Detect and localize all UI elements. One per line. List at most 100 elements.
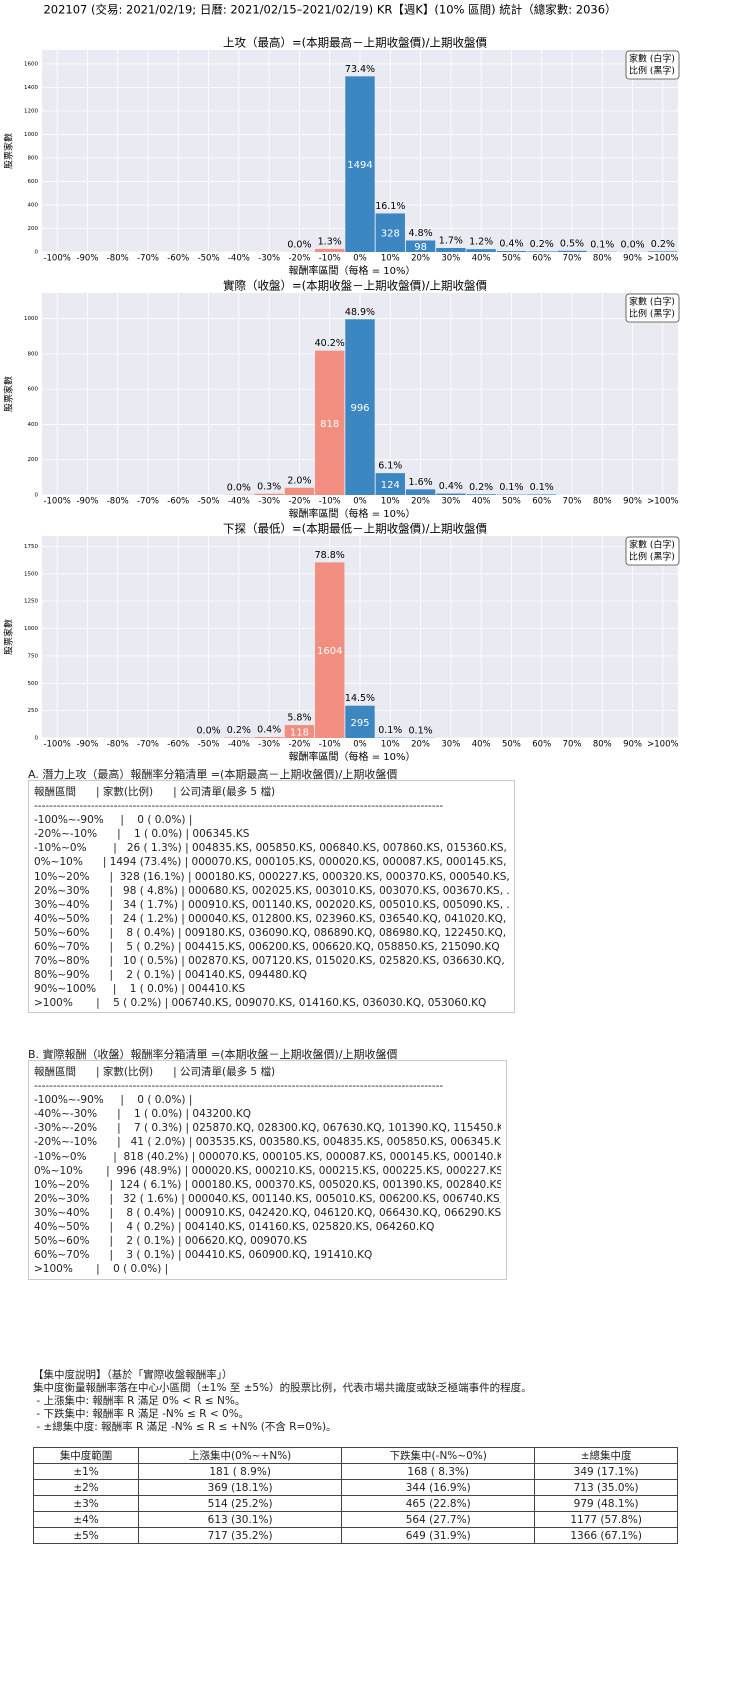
percent-label: 0.1% <box>590 239 614 250</box>
table-cell: 1366 (67.1%) <box>534 1527 678 1544</box>
x-tick-label: -90% <box>76 497 98 507</box>
count-label: 118 <box>290 728 309 739</box>
count-label: 124 <box>381 480 400 491</box>
x-tick-label: 70% <box>563 497 582 507</box>
percent-label: 1.3% <box>318 236 342 247</box>
x-axis-label: 報酬率區間（每格 = 10%） <box>289 507 416 520</box>
percent-label: 73.4% <box>345 64 375 75</box>
x-tick-label: -40% <box>228 497 250 507</box>
table-header-row: 集中度範圍 上漲集中(0%~+N%) 下跌集中(-N%~0%) ±總集中度 <box>32 1447 678 1464</box>
percent-label: 0.2% <box>530 239 554 250</box>
table-cell: 168 ( 8.3%) <box>341 1463 536 1480</box>
x-tick-label: -10% <box>319 254 341 264</box>
table-cell: 181 ( 8.9%) <box>138 1463 343 1480</box>
bar <box>254 737 284 738</box>
legend-box <box>625 293 680 323</box>
x-tick-label: 60% <box>532 740 551 750</box>
x-tick-label: 80% <box>593 497 612 507</box>
y-tick-label: 0 <box>35 736 39 742</box>
chart-title: 實際（收盤）=(本期收盤－上期收盤價)/上期收盤價 <box>223 279 487 293</box>
list-line: 50%~60% | 2 ( 0.1%) | 006620.KQ, 009070.… <box>34 1235 308 1248</box>
x-tick-label: 90% <box>623 497 642 507</box>
charts: 202107 (交易: 2021/02/19; 日曆: 2021/02/15–2… <box>3 3 680 763</box>
note-line: 集中度衡量報酬率落在中心小區間（±1% 至 ±5%）的股票比例，代表市場共識度或… <box>33 1382 532 1394</box>
note-line: - ±總集中度: 報酬率 R 滿足 -N% ≤ R ≤ +N% (不含 R=0%… <box>33 1421 337 1433</box>
percent-label: 4.8% <box>409 228 433 239</box>
x-tick-label: 0% <box>353 254 367 264</box>
percent-label: 0.1% <box>409 725 433 736</box>
list-line: -40%~-30% | 1 ( 0.0%) | 043200.KQ <box>34 1108 251 1121</box>
count-label: 818 <box>320 419 339 430</box>
table-cell: 649 (31.9%) <box>341 1527 536 1544</box>
x-tick-label: -60% <box>167 740 189 750</box>
y-axis-label: 股票家數 <box>3 133 15 169</box>
note-line: - 下跌集中: 報酬率 R 滿足 -N% ≤ R < 0%。 <box>33 1408 250 1420</box>
bar <box>315 562 345 738</box>
table-header-cell: 下跌集中(-N%~0%) <box>341 1447 536 1464</box>
table-cell: 717 (35.2%) <box>138 1527 343 1544</box>
x-tick-label: -80% <box>107 254 129 264</box>
table-header-cell: 上漲集中(0%~+N%) <box>138 1447 343 1464</box>
bar <box>345 319 375 495</box>
y-tick-label: 200 <box>28 457 39 463</box>
table-header-cell: 集中度範圍 <box>32 1447 140 1464</box>
note-line: - 上漲集中: 報酬率 R 滿足 0% < R ≤ N%。 <box>33 1395 246 1407</box>
percent-label: 0.2% <box>469 482 493 493</box>
y-tick-label: 600 <box>28 179 39 185</box>
x-tick-label: 20% <box>411 497 430 507</box>
list-line: 60%~70% | 5 ( 0.2%) | 004415.KS, 006200.… <box>34 941 500 954</box>
y-tick-label: 1500 <box>24 571 38 577</box>
percent-label: 40.2% <box>315 338 345 349</box>
percent-label: 78.8% <box>315 550 345 561</box>
count-label: 295 <box>350 718 369 729</box>
x-tick-label: -10% <box>319 497 341 507</box>
list-a-title: A. 潛力上攻（最高）報酬率分箱清單 =(本期最高－上期收盤價)/上期收盤價 <box>28 768 398 781</box>
table-row: ±4% 613 (30.1%) 564 (27.7%) 1177 (57.8%) <box>32 1511 678 1528</box>
table-row: ±5% 717 (35.2%) 649 (31.9%) 1366 (67.1%) <box>32 1527 678 1544</box>
y-tick-label: 0 <box>35 493 39 499</box>
y-tick-label: 750 <box>28 653 39 659</box>
y-tick-label: 1200 <box>24 108 38 114</box>
x-tick-label: -20% <box>288 254 310 264</box>
list-line: >100% | 0 ( 0.0%) | <box>34 1263 169 1276</box>
percent-label: 5.8% <box>287 713 311 724</box>
count-label: 328 <box>381 229 400 240</box>
count-label: 1494 <box>347 160 372 171</box>
percent-label: 0.5% <box>560 238 584 249</box>
list-line: 60%~70% | 3 ( 0.1%) | 004410.KS, 060900.… <box>34 1249 373 1262</box>
table-cell: 1177 (57.8%) <box>534 1511 678 1528</box>
bar <box>345 705 375 738</box>
count-label: 996 <box>350 403 369 414</box>
list-line: -100%~-90% | 0 ( 0.0%) | <box>34 814 193 827</box>
x-tick-label: 20% <box>411 254 430 264</box>
y-tick-label: 1000 <box>24 626 38 632</box>
x-tick-label: 50% <box>502 497 521 507</box>
note-line: 【集中度說明】（基於「實際收盤報酬率」） <box>33 1369 233 1381</box>
x-tick-label: -20% <box>288 740 310 750</box>
x-tick-label: -100% <box>43 497 70 507</box>
legend-text: 比例 (黑字) <box>629 308 675 320</box>
x-tick-label: -90% <box>76 740 98 750</box>
table-cell: 369 (18.1%) <box>138 1479 343 1496</box>
bar <box>527 251 557 252</box>
x-tick-label: 10% <box>381 497 400 507</box>
y-tick-label: 400 <box>28 202 39 208</box>
x-tick-label: >100% <box>647 254 678 264</box>
y-axis-label: 股票家數 <box>3 619 15 655</box>
percent-label: 0.2% <box>227 725 251 736</box>
table-cell: ±4% <box>32 1511 140 1528</box>
bar <box>315 350 345 495</box>
chart-title: 上攻（最高）=(本期最高－上期收盤價)/上期收盤價 <box>223 36 487 50</box>
x-tick-label: -50% <box>198 740 220 750</box>
x-tick-label: -70% <box>137 740 159 750</box>
x-tick-label: -40% <box>228 740 250 750</box>
bar <box>648 251 678 252</box>
bar <box>284 725 315 738</box>
count-label: 1604 <box>317 646 342 657</box>
concentration-note: 【集中度說明】（基於「實際收盤報酬率」） 集中度衡量報酬率落在中心小區間（±1% … <box>33 1369 693 1434</box>
x-tick-label: -70% <box>137 254 159 264</box>
list-line: 報酬區間 | 家數(比例) | 公司清單(最多 5 檔) <box>34 1066 276 1078</box>
list-line: 50%~60% | 8 ( 0.4%) | 009180.KS, 036090.… <box>34 926 507 939</box>
x-tick-label: 30% <box>441 497 460 507</box>
